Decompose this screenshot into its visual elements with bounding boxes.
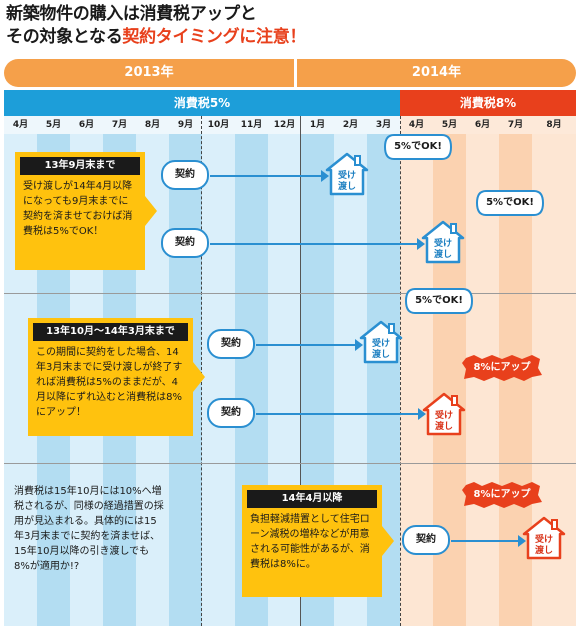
section-divider-2: [4, 463, 576, 464]
delivery-label-1: 受け: [337, 171, 356, 181]
month-label: 6月: [70, 116, 103, 134]
case-1-body: 受け渡しが14年4月以降になっても9月末までに契約を済ませておけば消費税は5%で…: [23, 181, 133, 237]
month-label: 12月: [268, 116, 301, 134]
case-box-2: 13年10月〜14年3月末まで この期間に契約をした場合、14年3月末までに受け…: [28, 318, 205, 436]
month-label: 5月: [37, 116, 70, 134]
delivery-house-2b: 受け 渡し: [422, 392, 466, 436]
month-label: 4月: [400, 116, 433, 134]
month-label: 6月: [466, 116, 499, 134]
delivery-label-1: 受け: [371, 339, 390, 349]
title-line-2: その対象となる契約タイミングに注意！: [6, 26, 306, 48]
month-label: 10月: [202, 116, 235, 134]
case-3-header: 14年4月以降: [247, 490, 377, 508]
case-box-1: 13年9月末まで 受け渡しが14年4月以降になっても9月末までに契約を済ませてお…: [15, 152, 157, 270]
case-1-header: 13年9月末まで: [20, 157, 140, 175]
month-label: 9月: [169, 116, 202, 134]
contract-badge-2b: 契約: [207, 398, 255, 428]
arrow-1a: [210, 170, 329, 182]
delivery-label-1: 受け: [534, 535, 553, 545]
march-end-divider: [400, 116, 401, 626]
title-line-1: 新築物件の購入は消費税アップと: [6, 4, 257, 24]
delivery-label-2: 渡し: [434, 422, 453, 432]
ok5-bubble-2a: 5%でOK!: [405, 288, 473, 314]
month-label: 4月: [4, 116, 37, 134]
ok5-text-1a: 5%でOK!: [394, 141, 442, 152]
house-icon: [421, 220, 465, 264]
year-boundary-divider: [300, 116, 301, 626]
delivery-label-2: 渡し: [371, 350, 390, 360]
delivery-house-1a: 受け 渡し: [325, 152, 369, 196]
month-label: 1月: [301, 116, 334, 134]
tax-5-percent-bar: 消費税5%: [4, 90, 400, 116]
contract-badge-1b: 契約: [161, 228, 209, 258]
case-box-3: 14年4月以降 負担軽減措置として住宅ローン減税の増枠などが用意される可能性があ…: [242, 485, 394, 597]
contract-badge-2a: 契約: [207, 329, 255, 359]
house-icon: [325, 152, 369, 196]
ok5-text-1b: 5%でOK!: [486, 197, 534, 208]
tax-8-percent-bar: 消費税8%: [400, 90, 576, 116]
case-2-body: この期間に契約をした場合、14年3月末までに受け渡しが終了すれば消費税は5%のま…: [36, 347, 183, 418]
title-line-2-accent: 契約タイミングに注意！: [122, 27, 307, 47]
title-line-2-prefix: その対象となる: [6, 27, 123, 47]
month-label: 8月: [136, 116, 169, 134]
ok5-text-2a: 5%でOK!: [415, 295, 463, 306]
up8-text-3: 8%にアップ: [473, 489, 531, 500]
month-label: 3月: [367, 116, 400, 134]
month-label: 11月: [235, 116, 268, 134]
delivery-house-2a: 受け 渡し: [359, 320, 403, 364]
delivery-label-1: 受け: [434, 411, 453, 421]
month-label: 7月: [499, 116, 532, 134]
month-label: 8月: [532, 116, 576, 134]
arrow-1b: [210, 238, 425, 250]
up8-text-2b: 8%にアップ: [473, 362, 531, 373]
contract-badge-1a: 契約: [161, 160, 209, 190]
delivery-label-2: 渡し: [433, 250, 452, 260]
case-2-pointer: [193, 362, 205, 392]
section-divider-1: [4, 293, 576, 294]
delivery-house-3: 受け 渡し: [522, 516, 566, 560]
arrow-3: [451, 535, 526, 547]
delivery-label-2: 渡し: [534, 546, 553, 556]
month-label: 2月: [334, 116, 367, 134]
case-3-body: 負担軽減措置として住宅ローン減税の増枠などが用意される可能性があるが、消費税は8…: [250, 514, 370, 570]
delivery-label-1: 受け: [433, 239, 452, 249]
month-label: 5月: [433, 116, 466, 134]
arrow-2b: [256, 408, 426, 420]
house-icon: [422, 392, 466, 436]
year-2014-band: 2014年: [297, 59, 576, 87]
contract-badge-3: 契約: [402, 525, 450, 555]
case-1-pointer: [145, 196, 157, 226]
house-icon: [522, 516, 566, 560]
delivery-house-1b: 受け 渡し: [421, 220, 465, 264]
up8-bubble-3: 8%にアップ: [462, 482, 542, 508]
case-2-header: 13年10月〜14年3月末まで: [33, 323, 188, 341]
delivery-label-2: 渡し: [337, 182, 356, 192]
arrow-2a: [256, 339, 363, 351]
note-text: 消費税は15年10月には10%へ増税されるが、同様の経過措置の採用が見込まれる。…: [14, 486, 164, 572]
case-3-pointer: [382, 526, 394, 556]
month-label: 7月: [103, 116, 136, 134]
year-2013-band: 2013年: [4, 59, 294, 87]
ok5-bubble-1a: 5%でOK!: [384, 134, 452, 160]
ok5-bubble-1b: 5%でOK!: [476, 190, 544, 216]
month-column: [202, 134, 235, 626]
up8-bubble-2b: 8%にアップ: [462, 355, 542, 381]
house-icon: [359, 320, 403, 364]
